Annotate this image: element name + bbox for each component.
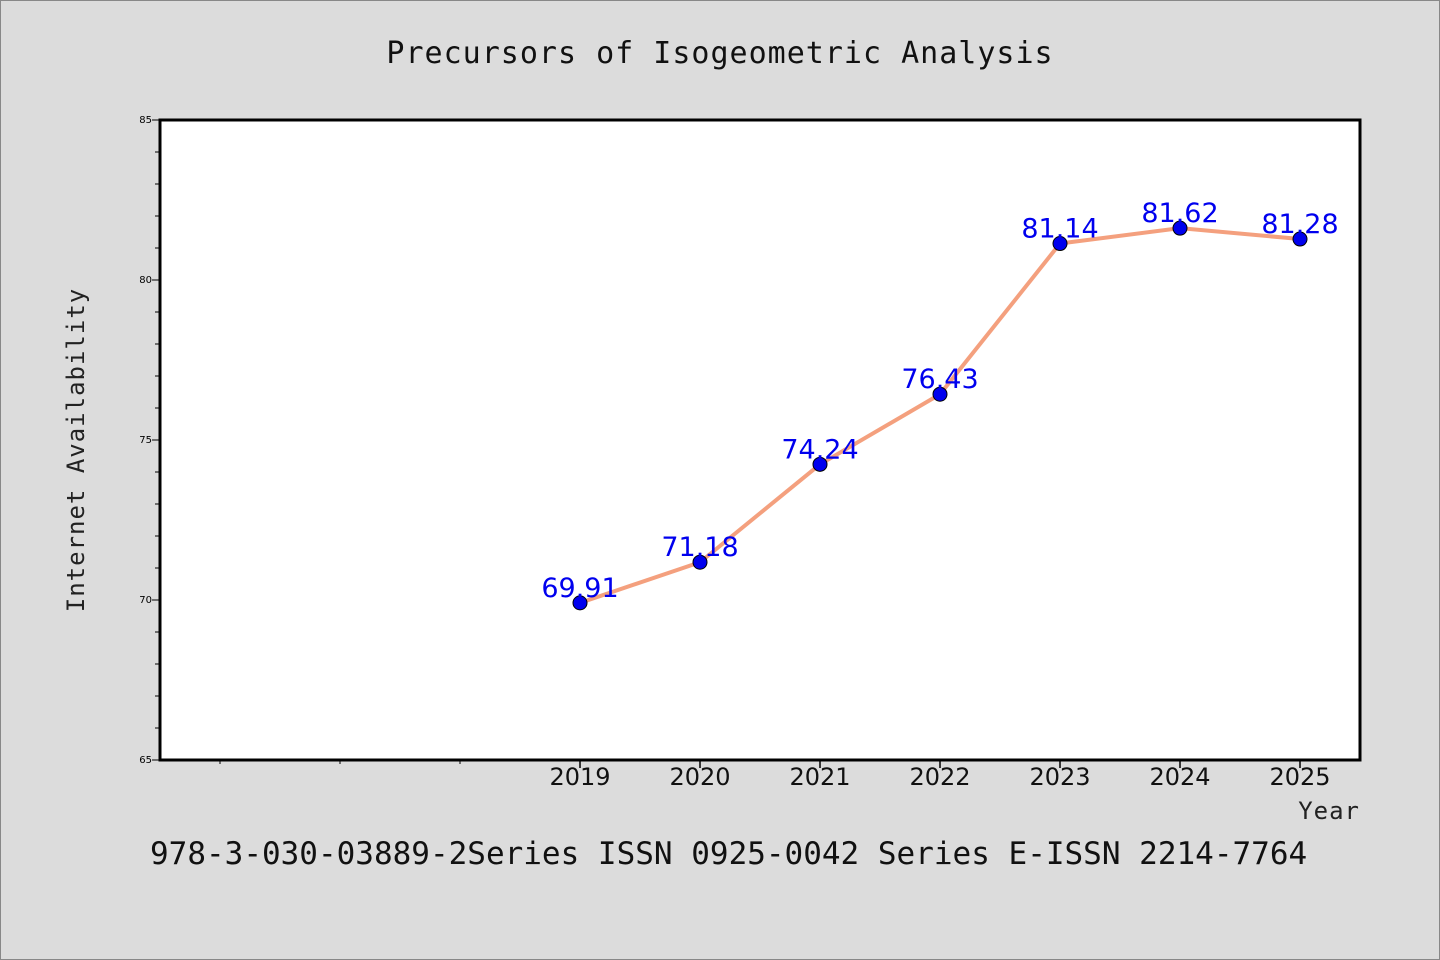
data-point-marker [572,595,588,611]
data-point-marker [812,456,828,472]
y-tick-label: 70 [139,595,152,606]
data-label: 81.62 [1141,198,1218,229]
x-axis: 2019 2020 2021 2022 2023 2024 2025 [219,760,1331,791]
x-tick-label: 2020 [669,763,730,791]
data-point-marker [692,554,708,570]
plot-area [158,118,1362,762]
series-group: 69.91 71.18 74.24 76.43 81.14 81.62 81.28 [541,198,1339,611]
x-tick-label: 2024 [1149,763,1210,791]
y-tick-label: 65 [139,755,152,766]
data-point-marker [1172,220,1188,236]
chart-title: Precursors of Isogeometric Analysis [386,36,1053,71]
y-tick-label: 80 [139,275,152,286]
data-label: 74.24 [781,434,858,465]
x-tick-label: 2019 [549,763,610,791]
data-point-marker [1292,231,1308,247]
y-axis: 65 70 75 80 85 [139,115,160,766]
data-label: 81.28 [1261,209,1338,240]
x-tick-label: 2023 [1029,763,1090,791]
data-label: 81.14 [1021,214,1098,245]
x-axis-label: Year [1298,797,1360,825]
footer-isbn-issn: 978-3-030-03889-2Series ISSN 0925-0042 S… [150,836,1307,872]
data-label: 69.91 [541,573,618,604]
x-tick-label: 2021 [789,763,850,791]
x-tick-label: 2022 [909,763,970,791]
y-tick-label: 85 [139,115,152,126]
data-label: 76.43 [901,364,978,395]
y-tick-label: 75 [139,435,152,446]
data-point-marker [1052,236,1068,252]
data-label: 71.18 [661,532,738,563]
y-axis-label: Internet Availability [62,288,90,612]
x-tick-label: 2025 [1269,763,1330,791]
data-point-marker [932,386,948,402]
